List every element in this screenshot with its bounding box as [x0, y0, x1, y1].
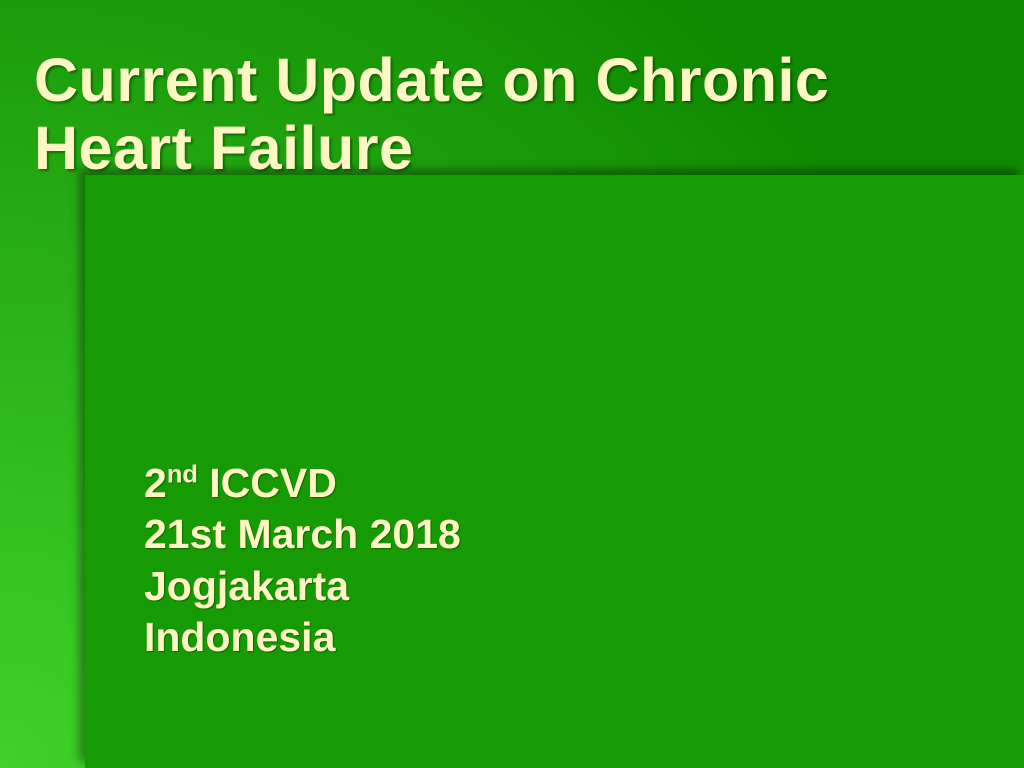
presentation-slide: Current Update on Chronic Heart Failure …: [0, 0, 1024, 768]
subtitle-line: Jogjakarta: [144, 561, 944, 612]
slide-subtitle: 2nd ICCVD21st March 2018JogjakartaIndone…: [144, 458, 944, 663]
ordinal-superscript: nd: [167, 460, 198, 488]
subtitle-line: 2nd ICCVD: [144, 458, 944, 509]
subtitle-line: 21st March 2018: [144, 509, 944, 560]
slide-title: Current Update on Chronic Heart Failure: [34, 46, 994, 183]
subtitle-line: Indonesia: [144, 612, 944, 663]
